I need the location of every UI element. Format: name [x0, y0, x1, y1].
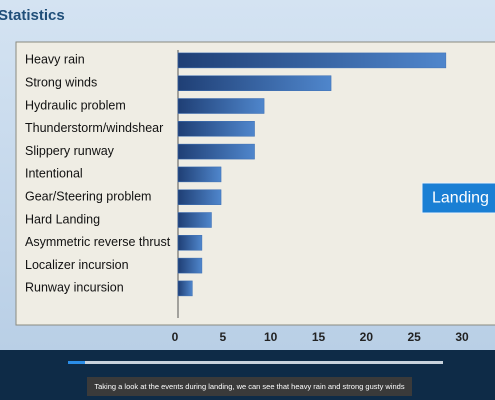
category-label: Intentional: [25, 167, 83, 181]
bar: [177, 257, 203, 274]
progress-track[interactable]: [68, 361, 443, 364]
bar: [177, 189, 222, 205]
x-tick-label: 5: [219, 330, 226, 344]
category-label: Heavy rain: [25, 53, 85, 67]
bar: [177, 212, 212, 228]
x-tick-label: 10: [264, 330, 278, 344]
caption-box: [87, 377, 412, 396]
category-label: Slippery runway: [25, 144, 115, 158]
x-tick-label: 30: [455, 330, 469, 344]
x-tick-label: 15: [312, 330, 326, 344]
landing-button[interactable]: [421, 182, 495, 214]
slide-title: Statistics: [0, 7, 65, 24]
x-tick-label: 0: [172, 330, 179, 344]
category-label: Runway incursion: [25, 281, 124, 295]
category-label: Thunderstorm/windshear: [25, 121, 163, 135]
chart: 0 5 10 15 20 25 30 Heavy rain Strong winds Hydrau…: [25, 52, 469, 344]
bar: [177, 98, 265, 114]
bar: [177, 121, 255, 137]
x-tick-label: 20: [360, 330, 374, 344]
category-label: Asymmetric reverse thrust: [25, 235, 171, 249]
x-tick-label: 25: [407, 330, 421, 344]
bar: [177, 52, 447, 69]
bar: [177, 166, 222, 183]
bar: [177, 235, 203, 251]
category-label: Gear/Steering problem: [25, 189, 151, 203]
bar: [177, 143, 255, 160]
category-label: Hydraulic problem: [25, 98, 126, 112]
category-label: Localizer incursion: [25, 258, 129, 272]
category-label: Strong winds: [25, 75, 97, 89]
category-label: Hard Landing: [25, 212, 100, 226]
button-label[interactable]: Landing: [432, 190, 489, 207]
bar: [177, 75, 332, 91]
progress-fill: [68, 361, 85, 364]
bar: [177, 280, 193, 297]
caption: Taking a look at the events during landi…: [94, 382, 404, 391]
